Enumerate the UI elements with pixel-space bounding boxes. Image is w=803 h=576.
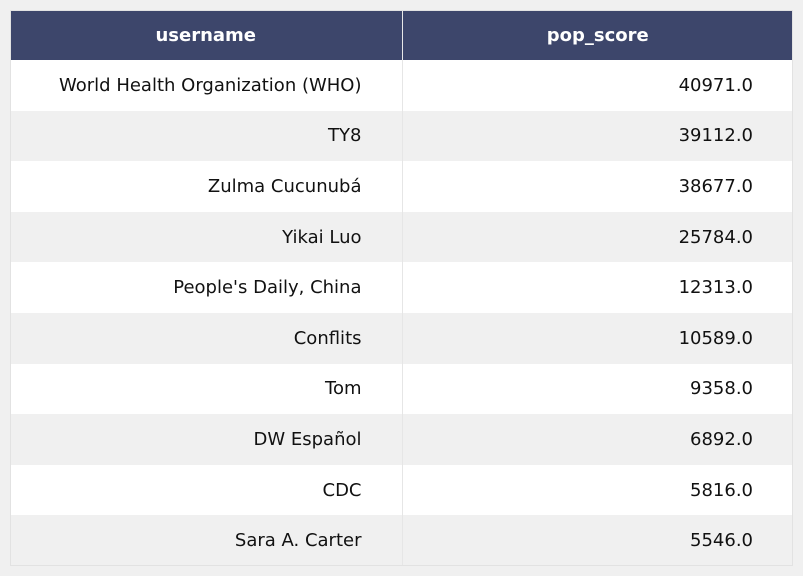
table-row: World Health Organization (WHO) 40971.0 (10, 60, 793, 111)
table-row: Conflits 10589.0 (10, 312, 793, 364)
pop-score-cell: 6892.0 (402, 414, 793, 465)
pop-score-cell: 12313.0 (402, 262, 793, 313)
data-table-container: username pop_score World Health Organiza… (10, 10, 793, 566)
table-header-row: username pop_score (10, 10, 793, 60)
table-row: DW Español 6892.0 (10, 414, 793, 465)
username-cell: Conflits (10, 312, 403, 364)
pop-score-cell: 5816.0 (402, 464, 793, 516)
username-cell: World Health Organization (WHO) (10, 60, 403, 111)
pop-score-cell: 10589.0 (402, 312, 793, 364)
username-cell: DW Español (10, 414, 403, 465)
pop-score-cell: 38677.0 (402, 161, 793, 212)
table-row: TY8 39112.0 (10, 110, 793, 162)
table-row: Zulma Cucunubá 38677.0 (10, 161, 793, 212)
column-header-pop-score: pop_score (402, 10, 793, 60)
table-row: Tom 9358.0 (10, 363, 793, 415)
username-cell: Zulma Cucunubá (10, 161, 403, 212)
table-row: Sara A. Carter 5546.0 (10, 515, 793, 566)
column-header-username: username (10, 10, 403, 60)
table-row: CDC 5816.0 (10, 464, 793, 516)
pop-score-cell: 40971.0 (402, 60, 793, 111)
username-cell: Tom (10, 363, 403, 415)
table-row: People's Daily, China 12313.0 (10, 262, 793, 313)
data-table: username pop_score World Health Organiza… (10, 10, 793, 566)
username-cell: CDC (10, 464, 403, 516)
username-cell: TY8 (10, 110, 403, 162)
username-cell: Yikai Luo (10, 211, 403, 263)
pop-score-cell: 5546.0 (402, 515, 793, 566)
pop-score-cell: 9358.0 (402, 363, 793, 415)
username-cell: Sara A. Carter (10, 515, 403, 566)
table-row: Yikai Luo 25784.0 (10, 211, 793, 263)
table-body: World Health Organization (WHO) 40971.0 TY… (10, 60, 793, 566)
pop-score-cell: 25784.0 (402, 211, 793, 263)
username-cell: People's Daily, China (10, 262, 403, 313)
pop-score-cell: 39112.0 (402, 110, 793, 162)
